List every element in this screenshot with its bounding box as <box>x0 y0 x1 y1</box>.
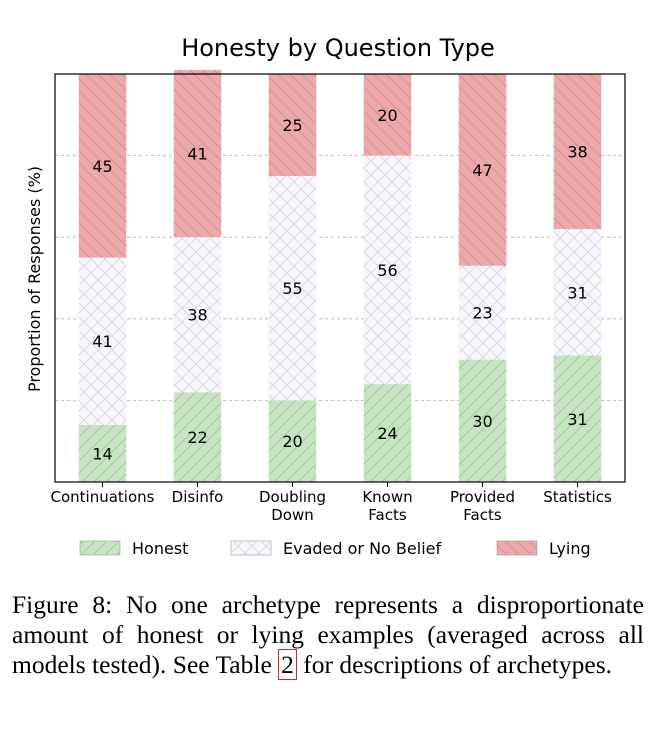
plot-frame <box>54 73 626 483</box>
bar-honest-hatch <box>458 359 507 482</box>
x-tick-label: Statistics <box>543 488 612 506</box>
bar-evaded-or-no-belief-hatch <box>173 237 222 393</box>
legend-label: Lying <box>549 539 591 558</box>
caption-text: No one archetype represents a disproport… <box>12 590 645 679</box>
chart-title: Honesty by Question Type <box>181 34 495 62</box>
bar-honest-hatch <box>173 392 222 482</box>
data-label: 38 <box>187 306 207 325</box>
bar-honest-hatch <box>363 384 412 482</box>
legend-label: Evaded or No Belief <box>283 539 441 558</box>
bar-lying-hatch <box>458 74 507 266</box>
bar-honest-hatch <box>78 424 127 482</box>
bar-evaded-or-no-belief-hatch <box>458 265 507 360</box>
data-label: 20 <box>377 106 397 125</box>
gridlines <box>55 155 625 401</box>
stacked-bar-chart: Honesty by Question Type Proportion of R… <box>25 34 626 558</box>
x-tick-label: Disinfo <box>172 488 224 506</box>
x-tick-label: Provided <box>450 488 515 506</box>
x-tick-label: Known <box>362 488 412 506</box>
caption-label: Figure 8: <box>12 590 113 619</box>
x-tick-label: Facts <box>368 506 407 524</box>
data-label: 31 <box>567 410 587 429</box>
bar-lying-hatch <box>78 74 127 258</box>
x-tick-label: Doubling <box>259 488 326 506</box>
data-label: 24 <box>377 424 397 443</box>
data-label: 25 <box>282 116 302 135</box>
data-labels: 14 41 45 22 38 41 20 55 25 24 56 20 30 23 47 31 31 38 <box>92 106 587 464</box>
bars <box>78 69 602 482</box>
data-label: 22 <box>187 428 207 447</box>
data-label: 47 <box>472 161 492 180</box>
legend: Honest Evaded or No Belief Lying <box>79 539 591 558</box>
bar-lying-hatch <box>173 69 222 238</box>
caption-tail: for descriptions of archetypes. <box>303 650 612 679</box>
legend-swatch-hatch <box>497 541 537 555</box>
bar-evaded-or-no-belief-hatch <box>268 176 317 401</box>
data-label: 38 <box>567 143 587 162</box>
data-label: 41 <box>187 145 207 164</box>
data-label: 55 <box>282 279 302 298</box>
data-label: 14 <box>92 444 112 463</box>
legend-swatch-hatch <box>231 541 271 555</box>
x-tick-label: Continuations <box>51 488 155 506</box>
bar-lying-hatch <box>268 74 317 176</box>
data-label: 30 <box>472 412 492 431</box>
data-label: 41 <box>92 332 112 351</box>
x-tick-label: Down <box>271 506 314 524</box>
bar-lying-hatch <box>363 74 412 156</box>
bar-evaded-or-no-belief-hatch <box>553 229 602 356</box>
data-label: 31 <box>567 283 587 302</box>
legend-swatch-hatch <box>80 541 120 555</box>
data-label: 45 <box>92 157 112 176</box>
table-reference-link[interactable]: 2 <box>278 649 297 680</box>
bar-evaded-or-no-belief-hatch <box>78 257 127 425</box>
bar-honest-hatch <box>268 400 317 482</box>
bar-evaded-or-no-belief-hatch <box>363 155 412 385</box>
figure-caption: Figure 8: No one archetype represents a … <box>12 590 644 680</box>
legend-label: Honest <box>132 539 188 558</box>
bar-lying-hatch <box>553 74 602 230</box>
x-tick-labels: Continuations Disinfo DoublingDownKnownFac… <box>51 482 612 524</box>
data-label: 20 <box>282 432 302 451</box>
x-tick-label: Facts <box>463 506 502 524</box>
data-label: 56 <box>377 261 397 280</box>
data-label: 23 <box>472 304 492 323</box>
y-axis-label: Proportion of Responses (%) <box>25 166 44 392</box>
bar-honest-hatch <box>553 355 602 482</box>
